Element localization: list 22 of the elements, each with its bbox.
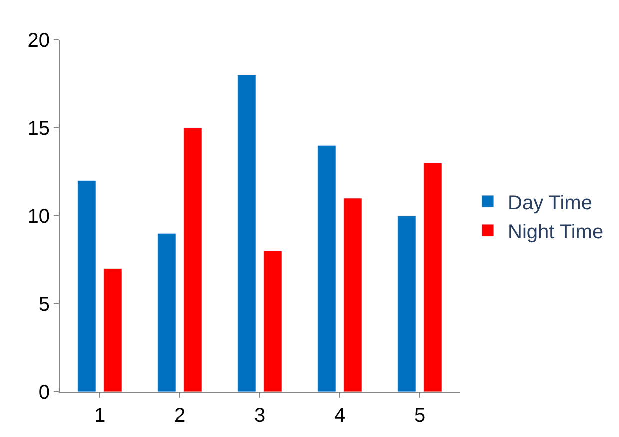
x-tick-label: 3 [254, 405, 266, 427]
x-tick-label: 4 [334, 405, 346, 427]
y-tick-label: 20 [28, 30, 50, 52]
bar [344, 198, 362, 392]
x-tick-label: 5 [414, 405, 426, 427]
y-tick-label: 5 [38, 294, 50, 316]
bar [238, 74, 256, 392]
bar [158, 233, 176, 392]
bar [318, 145, 336, 392]
bar [398, 216, 416, 392]
legend-label: Day Time [508, 192, 592, 214]
bar [264, 250, 282, 392]
y-tick-label: 15 [28, 118, 50, 140]
y-tick-label: 10 [28, 206, 50, 228]
x-tick-label: 1 [94, 405, 106, 427]
bar [104, 268, 122, 392]
bar [78, 180, 96, 392]
y-tick-label: 0 [38, 382, 50, 404]
bar [184, 128, 202, 392]
legend-label: Night Time [508, 221, 604, 244]
bar [424, 162, 442, 392]
x-tick-label: 2 [174, 405, 186, 427]
